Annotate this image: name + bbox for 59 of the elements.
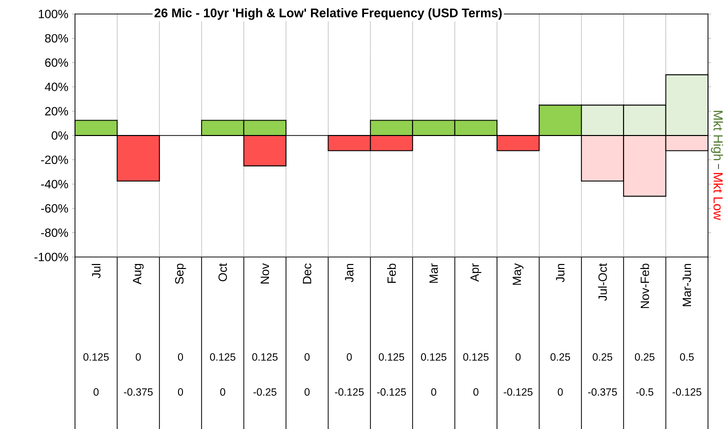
data-label: 0	[178, 353, 183, 361]
y-tick-label: -40%	[41, 180, 68, 188]
x-tick-label: Feb	[387, 264, 396, 283]
x-tick-label: Sep	[175, 264, 186, 284]
x-tick-label: Nov	[260, 263, 270, 284]
data-label: 0.125	[252, 353, 278, 361]
x-tick-label: Jul-Oct	[598, 263, 607, 301]
x-tick-label: Jan	[345, 264, 354, 282]
x-tick-label: Nov-Feb	[640, 264, 650, 308]
chart-title: 26 Mic - 10yr 'High & Low' Relative Frequency (USD Terms)	[154, 8, 502, 20]
x-tick-label: Mar	[430, 263, 438, 283]
data-label: -0.375	[588, 388, 617, 396]
y-tick-label: 40%	[44, 82, 68, 92]
data-label: 0.25	[592, 353, 612, 361]
data-label: 0.125	[463, 353, 489, 361]
data-label: 0	[178, 388, 183, 396]
x-tick-label: Apr	[470, 263, 482, 282]
y-tick-label: 100%	[38, 10, 68, 18]
x-tick-label: Jul	[92, 264, 100, 278]
data-label: 0.125	[210, 353, 236, 361]
y-tick-label: 80%	[45, 34, 68, 43]
data-label: 0	[346, 353, 352, 361]
data-label: -0.125	[334, 388, 364, 396]
x-tick-label: Aug	[132, 264, 144, 284]
x-tick-label: Mar-Jun	[682, 264, 692, 306]
data-label: 0.125	[83, 353, 109, 361]
x-tick-label: Jun	[556, 264, 564, 282]
y-tick-label: -20%	[41, 156, 68, 164]
legend-label: Mkt Low	[714, 173, 724, 220]
y-tick-label: 0%	[52, 131, 68, 140]
data-label: 0.5	[680, 353, 694, 361]
y-tick-label: -60%	[41, 204, 68, 213]
x-tick-label: Dec	[302, 264, 312, 284]
y-tick-label: 60%	[45, 58, 68, 67]
data-label: 0	[431, 388, 436, 396]
data-label: -0.375	[124, 388, 153, 396]
x-tick-label: May	[512, 263, 524, 285]
data-label: -0.5	[636, 388, 654, 396]
data-label: 0	[304, 353, 310, 361]
data-label: 0	[558, 388, 563, 396]
legend-label: Mkt High	[710, 110, 724, 160]
data-label: 0	[220, 388, 226, 396]
data-label: 0.125	[378, 353, 404, 361]
y-tick-label: -80%	[41, 228, 68, 237]
data-label: 0.25	[634, 353, 654, 361]
x-tick-label: Oct	[218, 263, 227, 282]
data-label: 0	[473, 388, 478, 396]
data-label: 0	[94, 388, 99, 396]
data-label: 0.25	[550, 353, 570, 361]
y-tick-label: 20%	[45, 106, 68, 116]
data-label: 0	[304, 388, 310, 396]
y-tick-label: -100%	[34, 252, 68, 262]
data-label: 0	[516, 353, 521, 361]
data-label: -0.125	[377, 388, 406, 396]
data-label: -0.125	[672, 388, 702, 396]
data-label: -0.25	[253, 388, 276, 396]
data-label: 0.125	[421, 353, 446, 361]
data-label: -0.125	[504, 388, 532, 396]
data-label: 0	[136, 353, 141, 361]
